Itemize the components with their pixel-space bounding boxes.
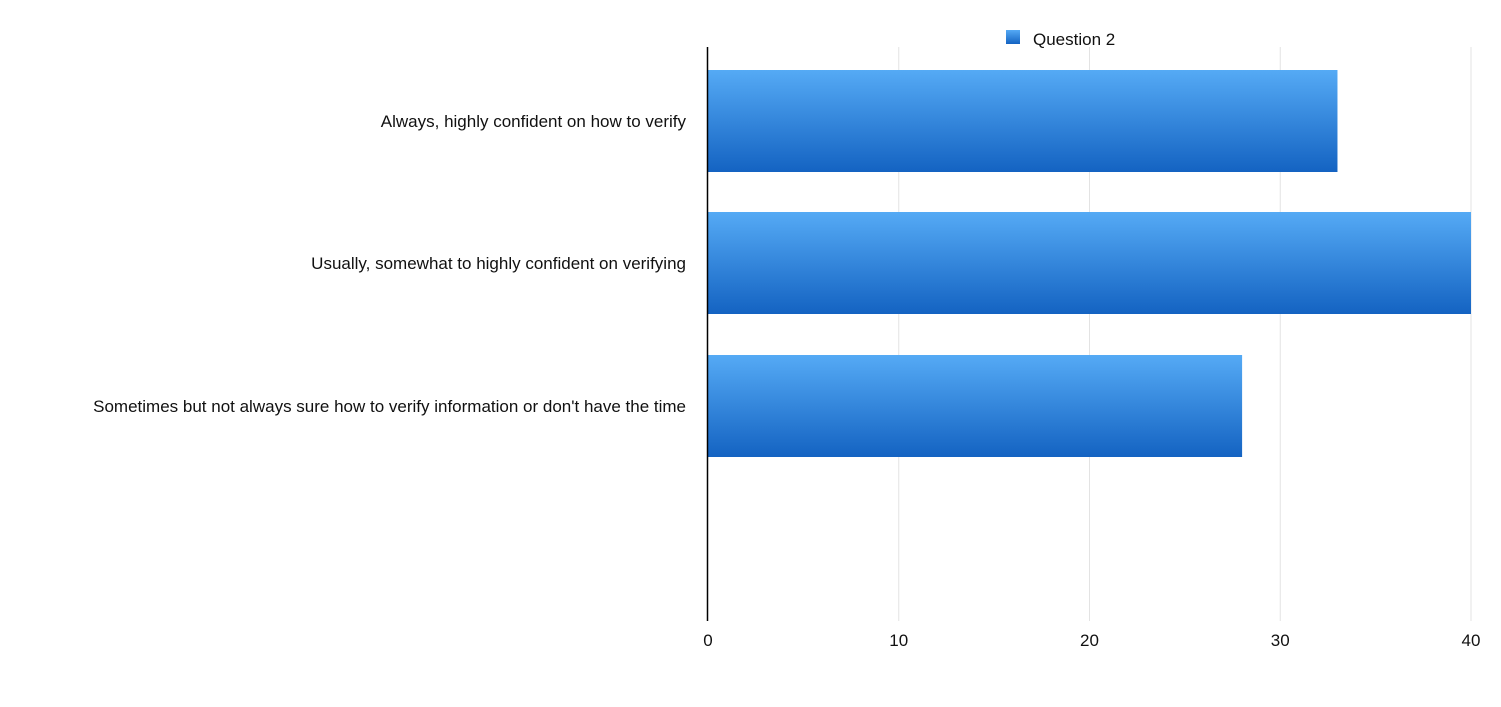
category-label-1: Always, highly confident on how to verif… — [381, 112, 687, 131]
tick-label-10: 10 — [889, 631, 908, 650]
category-labels: Always, highly confident on how to verif… — [93, 112, 686, 416]
tick-label-40: 40 — [1462, 631, 1481, 650]
bar-2 — [708, 212, 1471, 314]
legend: Question 2 — [1006, 30, 1115, 49]
category-label-2: Usually, somewhat to highly confident on… — [311, 254, 686, 273]
legend-label-question-2: Question 2 — [1033, 30, 1115, 49]
bar-1 — [708, 70, 1338, 172]
tick-label-0: 0 — [703, 631, 712, 650]
tick-label-30: 30 — [1271, 631, 1290, 650]
legend-swatch — [1006, 30, 1020, 44]
tick-labels: 0 10 20 30 40 — [703, 631, 1480, 650]
tick-label-20: 20 — [1080, 631, 1099, 650]
category-label-3: Sometimes but not always sure how to ver… — [93, 397, 686, 416]
bars — [708, 70, 1471, 457]
bar-3 — [708, 355, 1243, 457]
